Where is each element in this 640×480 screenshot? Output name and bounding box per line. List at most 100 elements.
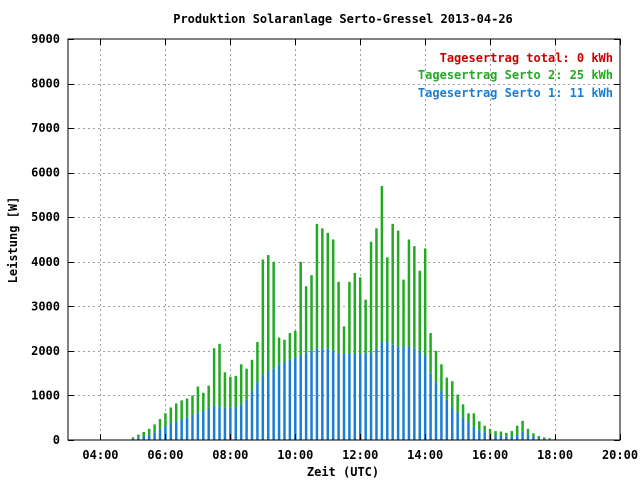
bar-serto-2	[532, 433, 535, 437]
bar-serto-2	[456, 394, 459, 413]
bar-serto-2	[510, 431, 514, 437]
x-tick-label: 14:00	[407, 448, 443, 462]
bar-serto-2	[423, 248, 427, 356]
bar-serto-2	[380, 186, 384, 342]
bar-serto-2	[483, 425, 486, 433]
y-tick-label: 1000	[31, 388, 60, 402]
y-tick-label: 2000	[31, 344, 60, 358]
bar-serto-1	[147, 434, 151, 440]
bar-serto-1	[358, 353, 362, 440]
bar-serto-2	[440, 364, 443, 391]
x-axis-label: Zeit (UTC)	[307, 465, 379, 479]
bar-serto-1	[234, 407, 238, 440]
bar-serto-1	[510, 436, 514, 440]
bar-serto-1	[304, 353, 308, 440]
bar-serto-2	[299, 261, 302, 356]
bar-serto-1	[185, 417, 189, 440]
bar-serto-1	[434, 382, 438, 440]
y-tick-label: 9000	[31, 32, 60, 46]
bar-serto-1	[515, 434, 519, 440]
bar-serto-1	[310, 350, 313, 440]
y-tick-label: 4000	[31, 255, 60, 269]
bar-serto-1	[174, 421, 178, 440]
bar-serto-2	[407, 239, 411, 347]
bars-layer	[131, 186, 557, 440]
bar-serto-2	[256, 341, 259, 383]
bar-serto-1	[202, 410, 205, 440]
bar-serto-1	[429, 373, 432, 440]
bar-serto-2	[207, 385, 210, 408]
bar-serto-1	[158, 429, 162, 440]
bar-serto-2	[288, 333, 292, 360]
legend-entry-serto-2: Tagesertrag Serto 2: 25 kWh	[418, 68, 613, 82]
bar-serto-1	[212, 406, 216, 440]
bar-serto-2	[180, 400, 183, 420]
y-tick-label: 3000	[31, 299, 60, 313]
bar-serto-1	[353, 353, 357, 440]
ticks-layer	[68, 39, 621, 441]
bar-serto-1	[348, 353, 351, 440]
bar-serto-1	[239, 404, 243, 440]
bar-serto-2	[396, 230, 400, 347]
bar-serto-1	[261, 375, 265, 440]
bar-serto-1	[321, 348, 324, 440]
bar-serto-2	[304, 286, 308, 354]
bar-serto-1	[245, 399, 248, 440]
bar-serto-1	[483, 432, 486, 440]
legend-entry-total: Tagesertrag total: 0 kWh	[440, 51, 613, 65]
bar-serto-1	[131, 438, 135, 440]
bar-serto-2	[358, 277, 362, 354]
bar-serto-1	[331, 350, 335, 440]
bar-serto-1	[499, 435, 503, 440]
bar-serto-1	[542, 438, 546, 440]
bar-serto-2	[196, 386, 200, 414]
bar-serto-2	[321, 228, 324, 349]
bar-serto-2	[494, 431, 497, 436]
bar-serto-1	[315, 348, 319, 440]
bar-serto-2	[234, 375, 238, 408]
bar-serto-2	[521, 420, 524, 432]
bar-serto-1	[467, 422, 470, 440]
x-tick-label: 08:00	[212, 448, 248, 462]
bar-serto-1	[326, 348, 330, 440]
y-tick-label: 0	[53, 433, 60, 447]
bar-serto-2	[391, 223, 394, 345]
bar-serto-1	[169, 423, 173, 440]
bar-serto-2	[191, 395, 194, 416]
bar-serto-1	[396, 346, 400, 440]
bar-serto-1	[526, 434, 530, 440]
bar-serto-2	[353, 272, 357, 354]
bar-serto-1	[342, 353, 346, 440]
bar-serto-2	[467, 413, 470, 423]
x-tick-label: 12:00	[342, 448, 378, 462]
chart-title: Produktion Solaranlage Serto-Gressel 201…	[173, 12, 513, 26]
bar-serto-2	[369, 241, 373, 354]
bar-serto-2	[472, 413, 476, 427]
bar-serto-2	[348, 281, 351, 354]
x-tick-label: 10:00	[277, 448, 313, 462]
x-tick-label: 16:00	[472, 448, 508, 462]
bar-serto-2	[277, 337, 281, 365]
bar-serto-1	[294, 357, 297, 440]
bar-serto-1	[440, 390, 443, 440]
bar-serto-1	[256, 382, 259, 440]
legend: Tagesertrag total: 0 kWh Tagesertrag Ser…	[418, 51, 613, 100]
bar-serto-1	[375, 348, 378, 440]
bar-serto-2	[418, 270, 422, 351]
bar-serto-2	[537, 435, 541, 438]
bar-serto-1	[386, 341, 389, 440]
bar-serto-2	[266, 255, 270, 371]
bar-serto-2	[272, 261, 275, 369]
bar-serto-1	[380, 341, 384, 440]
x-tick-label: 04:00	[82, 448, 118, 462]
bar-serto-1	[407, 346, 411, 440]
y-axis-label: Leistung [W]	[6, 197, 20, 284]
bar-serto-2	[402, 279, 405, 347]
bar-serto-1	[164, 425, 167, 440]
bar-serto-2	[364, 299, 367, 354]
bar-serto-1	[337, 353, 340, 440]
bar-serto-1	[369, 353, 373, 440]
bar-serto-1	[299, 355, 302, 440]
